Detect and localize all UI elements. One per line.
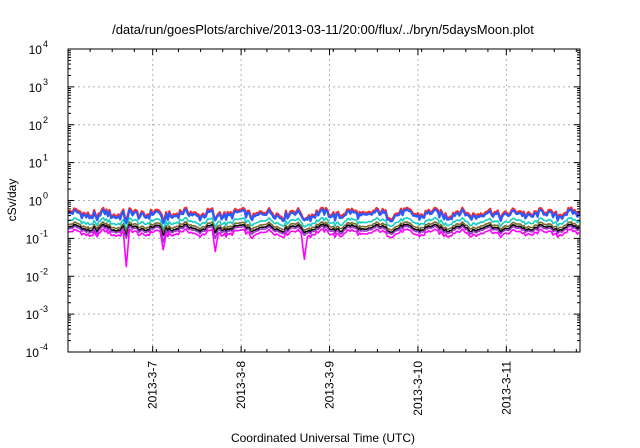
x-axis-label: Coordinated Universal Time (UTC) bbox=[231, 431, 415, 445]
series-line bbox=[67, 223, 580, 237]
y-tick-label: 102 bbox=[29, 115, 48, 133]
series-line bbox=[67, 208, 581, 225]
y-tick-exponent: -4 bbox=[40, 342, 48, 352]
x-tick-label: 2013-3-7 bbox=[146, 361, 160, 409]
x-tick-label: 2013-3-9 bbox=[323, 361, 337, 409]
y-tick-label: 104 bbox=[29, 39, 48, 57]
y-tick-label: 10-2 bbox=[26, 266, 48, 284]
y-tick-label: 10-3 bbox=[26, 304, 48, 322]
y-tick-label: 103 bbox=[29, 77, 48, 95]
y-tick-exponent: 1 bbox=[43, 153, 48, 163]
y-tick-exponent: -2 bbox=[40, 266, 48, 276]
y-tick-exponent: -1 bbox=[40, 228, 48, 238]
series-line bbox=[67, 225, 580, 243]
y-tick-exponent: 0 bbox=[43, 191, 48, 201]
y-tick-label: 10-4 bbox=[26, 342, 48, 360]
y-tick-label: 101 bbox=[29, 153, 48, 171]
y-tick-exponent: -3 bbox=[40, 304, 48, 314]
gridlines bbox=[68, 49, 580, 352]
x-tick-label: 2013-3-8 bbox=[234, 361, 248, 409]
x-tick-label: 2013-3-10 bbox=[411, 361, 425, 416]
chart-title: /data/run/goesPlots/archive/2013-03-11/2… bbox=[112, 22, 534, 37]
x-tick-label: 2013-3-11 bbox=[499, 361, 513, 415]
y-tick-label: 100 bbox=[29, 191, 48, 209]
series-line bbox=[67, 221, 580, 233]
y-tick-exponent: 3 bbox=[43, 77, 48, 87]
x-axis: 2013-3-7 2013-3-8 2013-3-9 2013-3-10 2013-3-… bbox=[67, 49, 577, 416]
series-lines bbox=[67, 206, 581, 268]
y-axis-label: cSv/day bbox=[5, 179, 19, 222]
y-tick-label: 10-1 bbox=[26, 228, 48, 246]
series-line bbox=[67, 216, 580, 230]
series-line bbox=[67, 228, 580, 268]
y-tick-exponent: 4 bbox=[43, 39, 48, 49]
y-tick-exponent: 2 bbox=[43, 115, 48, 125]
